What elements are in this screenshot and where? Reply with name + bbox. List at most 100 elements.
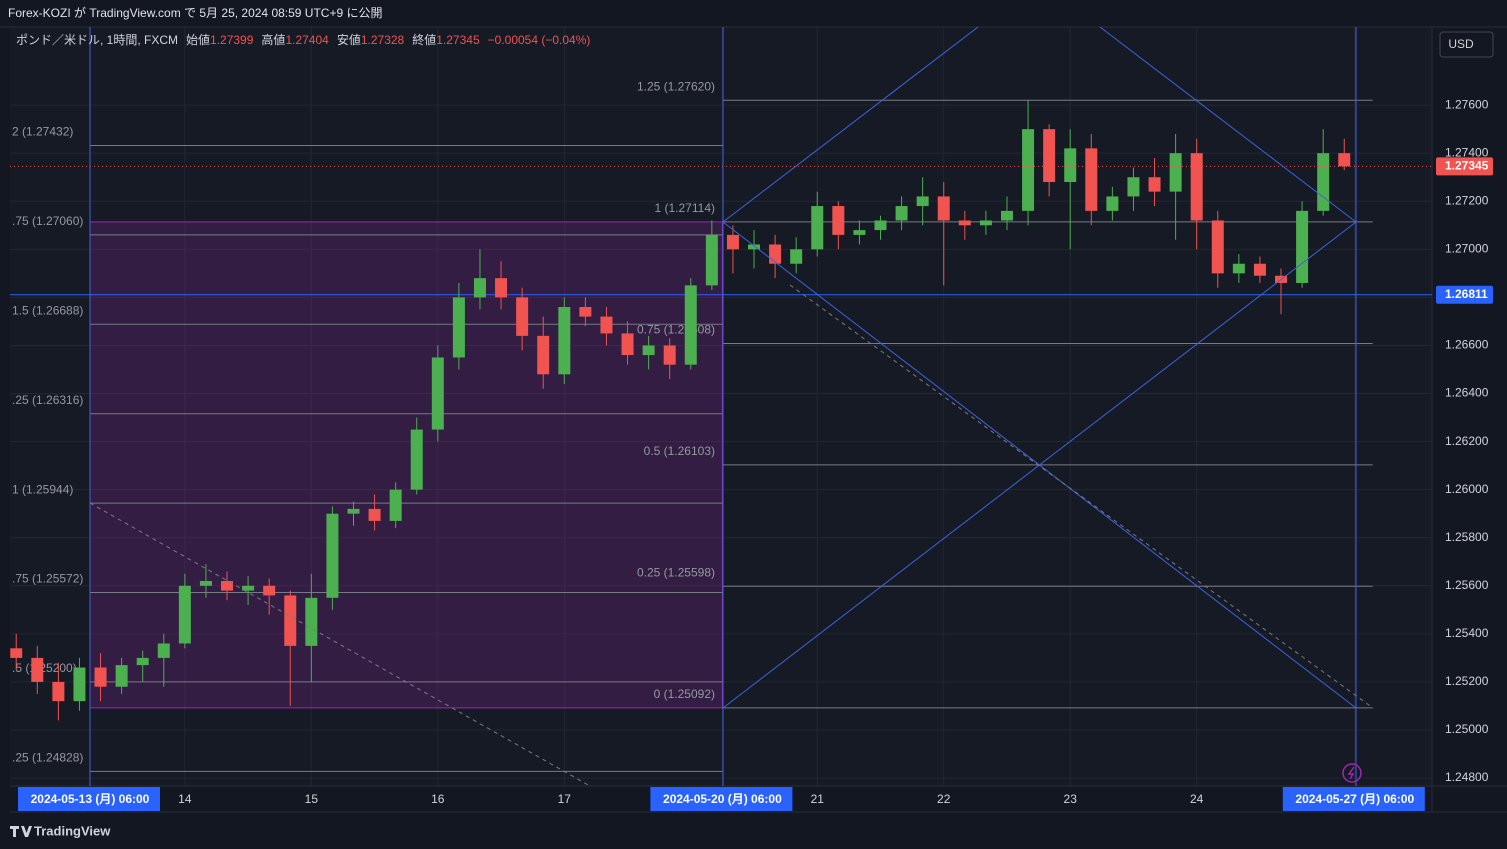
fib-zone — [89, 221, 723, 709]
y-tick-label: 1.25600 — [1445, 578, 1489, 592]
price-badge-label: 1.27345 — [1445, 159, 1489, 173]
fib-label: 0.5 (1.26103) — [644, 444, 715, 458]
logo[interactable] — [10, 826, 32, 837]
legend-value: 1.27399 — [210, 33, 254, 47]
price-badge — [1436, 157, 1493, 176]
candle-body — [495, 278, 508, 298]
trend-line — [1099, 26, 1357, 223]
legend-value: 1.27328 — [361, 33, 405, 47]
candle-body — [895, 206, 908, 221]
candle-body — [1127, 177, 1140, 197]
candle-body — [157, 643, 170, 658]
fib-label: .5 (1.25200) — [12, 661, 77, 675]
candle-body — [979, 220, 992, 226]
candle-body — [916, 196, 929, 207]
candle-body — [1022, 129, 1035, 211]
candle-body — [558, 306, 571, 375]
candle-body — [874, 220, 887, 231]
trend-line — [722, 221, 1357, 709]
x-tick-label: 24 — [1190, 792, 1204, 806]
candle-body — [663, 345, 676, 365]
fib-label: 0.25 (1.25598) — [637, 565, 715, 579]
candle-body — [94, 667, 107, 687]
candle-body — [73, 667, 86, 702]
fib-label: .75 (1.25572) — [12, 572, 83, 586]
legend-label: 安値 — [337, 32, 361, 47]
y-tick-label: 1.25800 — [1445, 530, 1489, 544]
x-tick-highlight — [1282, 787, 1425, 811]
price-badge-label: 1.26811 — [1445, 287, 1488, 301]
legend-value: 1.27345 — [436, 33, 480, 47]
x-tick-label: 17 — [558, 792, 572, 806]
x-tick-label: 2024-05-27 (月) 06:00 — [1295, 792, 1414, 806]
y-tick-label: 1.27000 — [1445, 241, 1489, 255]
candle-body — [326, 513, 339, 598]
candle-body — [600, 316, 613, 334]
candle-body — [1169, 153, 1182, 192]
x-tick-label: 15 — [305, 792, 319, 806]
candle-body — [305, 597, 318, 646]
candle-body — [431, 357, 444, 430]
candle-body — [242, 585, 255, 591]
x-tick-label: 14 — [178, 792, 192, 806]
currency-button[interactable] — [1439, 31, 1494, 58]
candle-body — [769, 244, 782, 264]
y-tick-label: 1.24800 — [1445, 770, 1489, 784]
fib-label: 2 (1.27432) — [12, 125, 73, 139]
currency[interactable]: USD — [1448, 37, 1474, 51]
candle-body — [10, 648, 23, 658]
fib-label: .75 (1.27060) — [12, 214, 83, 228]
y-tick-label: 1.26200 — [1445, 434, 1489, 448]
fib-label: 0 (1.25092) — [654, 687, 715, 701]
fib-label: .25 (1.24828) — [12, 751, 83, 765]
y-tick-label: 1.27600 — [1445, 97, 1489, 111]
candle-body — [221, 580, 234, 591]
legend: ポンド／米ドル, 1時間, FXCM 始値1.27399 高値1.27404 安値1.… — [16, 32, 590, 47]
fib-label: 1.25 (1.27620) — [637, 79, 715, 93]
candle-body — [1296, 210, 1309, 283]
x-tick-highlight — [650, 787, 793, 811]
candle-body — [115, 665, 128, 687]
trend-line — [722, 26, 979, 223]
fib-label: 1.5 (1.26688) — [12, 303, 83, 317]
y-tick-label: 1.27400 — [1445, 145, 1489, 159]
candle-body — [389, 489, 402, 521]
fib-label: 1 (1.27114) — [655, 201, 716, 215]
x-tick-highlight — [17, 787, 160, 811]
candle-body — [537, 335, 550, 375]
candle-body — [958, 220, 971, 226]
candle-body — [263, 585, 276, 596]
candle-body — [452, 297, 465, 358]
x-tick-label: 22 — [937, 792, 951, 806]
candle-body — [1211, 220, 1224, 274]
candle-body — [199, 580, 212, 586]
candle-body — [1064, 148, 1077, 183]
fib-label: 0.75 (1.26608) — [637, 323, 715, 337]
candle-body — [368, 508, 381, 521]
legend-label: 高値 — [261, 32, 285, 47]
candle-body — [1253, 263, 1266, 276]
candle-body — [1085, 148, 1098, 211]
y-tick-label: 1.26600 — [1445, 338, 1489, 352]
price-badge — [1436, 285, 1493, 304]
candle-body — [684, 285, 697, 365]
fib-label: .25 (1.26316) — [12, 393, 83, 407]
candle-body — [705, 234, 718, 286]
trend-lines — [89, 26, 1357, 786]
brand[interactable]: TradingView — [34, 823, 111, 838]
x-tick-label: 2024-05-13 (月) 06:00 — [31, 792, 150, 806]
event-icon[interactable] — [1342, 763, 1362, 783]
candle-body — [1317, 153, 1330, 211]
candle-body — [347, 508, 360, 514]
candle-body — [1106, 196, 1119, 211]
x-tick-label: 16 — [431, 792, 445, 806]
candle-body — [579, 306, 592, 317]
legend-symbol: ポンド／米ドル, 1時間, FXCM — [16, 33, 178, 47]
candle-body — [52, 681, 65, 702]
candle-body — [410, 429, 423, 490]
y-tick-label: 1.25200 — [1445, 674, 1489, 688]
candle-body — [516, 297, 529, 336]
candle-body — [1000, 210, 1013, 221]
